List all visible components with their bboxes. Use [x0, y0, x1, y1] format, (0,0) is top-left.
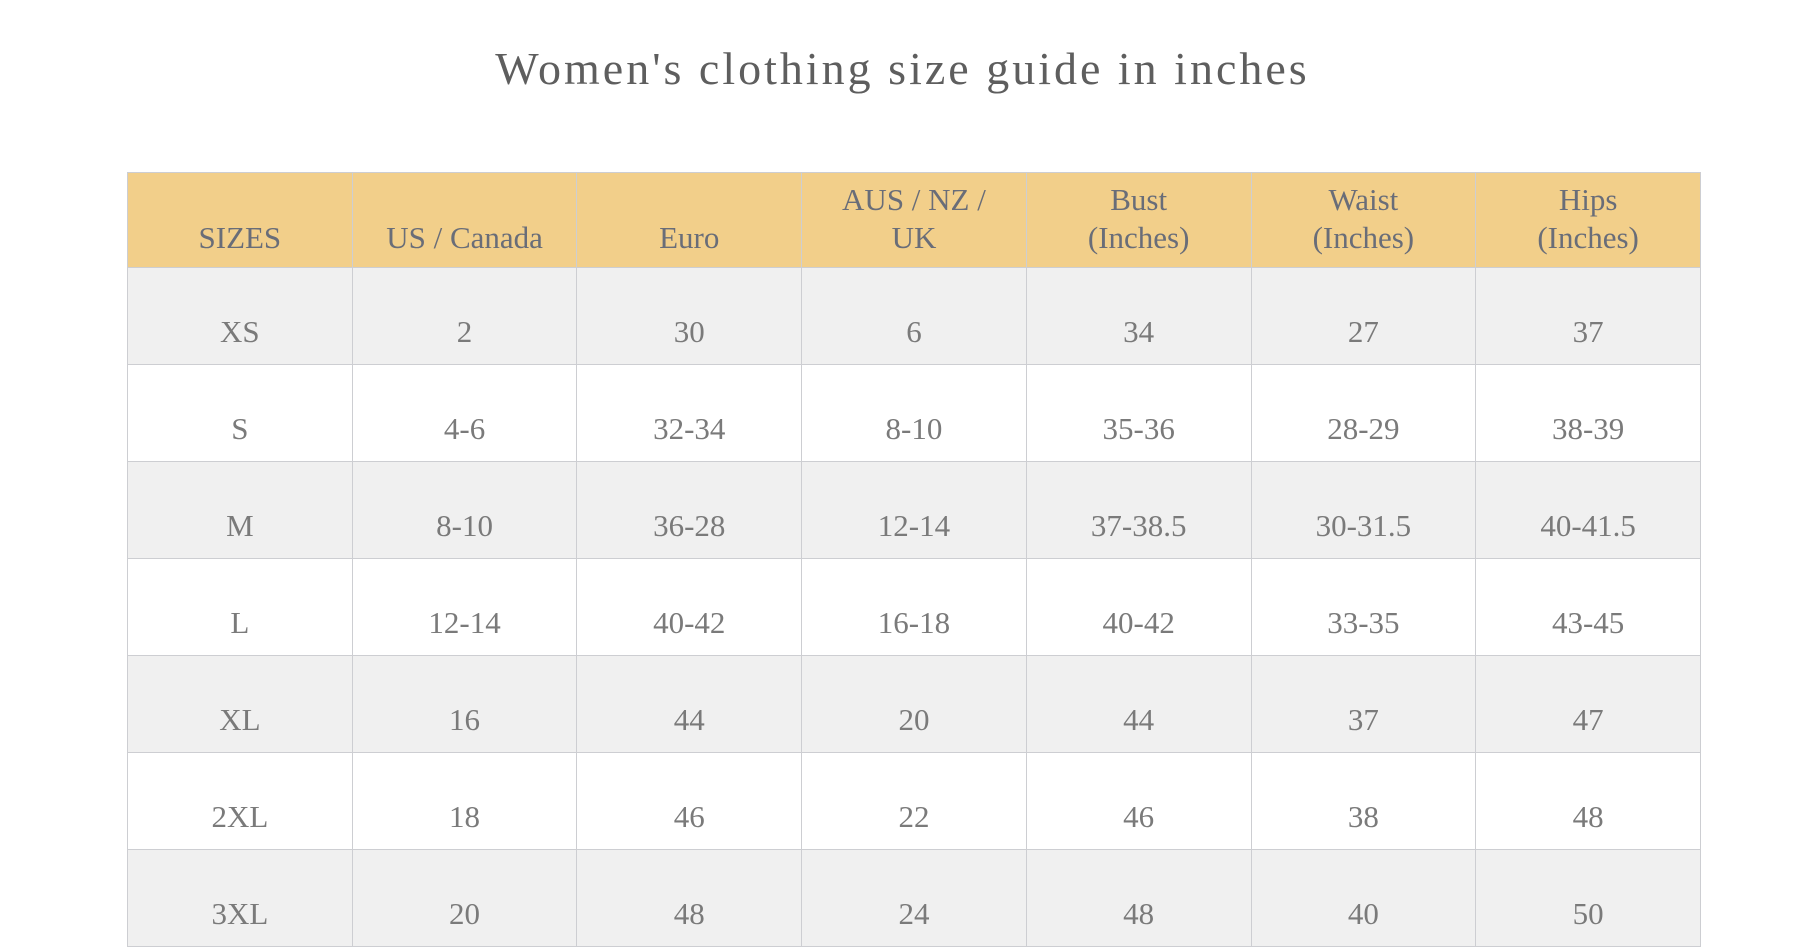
table-row-l: L 12-14 40-42 16-18 40-42 33-35 43-45	[127, 558, 1701, 656]
table-cell: 22	[801, 752, 1027, 850]
table-cell: 48	[1475, 752, 1701, 850]
table-row-2xl: 2XL 18 46 22 46 38 48	[127, 752, 1701, 850]
header-row: SIZES US / Canada Euro AUS / NZ / UK Bus…	[127, 172, 1701, 268]
size-guide-table: SIZES US / Canada Euro AUS / NZ / UK Bus…	[127, 172, 1701, 947]
table-cell: 8-10	[351, 461, 578, 559]
table-cell: 27	[1250, 267, 1477, 365]
table-cell: 30-31.5	[1250, 461, 1477, 559]
column-header-euro: Euro	[576, 172, 803, 268]
table-cell: 38	[1250, 752, 1477, 850]
table-cell: 37-38.5	[1025, 461, 1252, 559]
table-cell: 38-39	[1475, 364, 1701, 462]
table-cell: 46	[1025, 752, 1252, 850]
table-cell: 40-42	[1025, 558, 1252, 656]
header-line: (Inches)	[1312, 220, 1415, 255]
table-cell: 43-45	[1475, 558, 1701, 656]
table-cell: 18	[351, 752, 578, 850]
table-cell: 32-34	[576, 364, 803, 462]
header-line: Euro	[659, 220, 720, 255]
column-header-aus-nz-uk: AUS / NZ / UK	[801, 172, 1027, 268]
table-cell: 8-10	[801, 364, 1027, 462]
header-line: UK	[891, 220, 937, 255]
table-cell: 12-14	[801, 461, 1027, 559]
table-cell: 12-14	[351, 558, 578, 656]
table-cell: 36-28	[576, 461, 803, 559]
table-row-xl: XL 16 44 20 44 37 47	[127, 655, 1701, 753]
table-cell: 48	[576, 849, 803, 947]
table-cell: 6	[801, 267, 1027, 365]
header-line: AUS / NZ /	[842, 182, 986, 217]
table-cell: 46	[576, 752, 803, 850]
column-header-bust: Bust (Inches)	[1025, 172, 1252, 268]
table-cell: 30	[576, 267, 803, 365]
table-cell: 37	[1475, 267, 1701, 365]
table-cell: 16	[351, 655, 578, 753]
table-cell: 4-6	[351, 364, 578, 462]
table-cell: 44	[576, 655, 803, 753]
header-line: Hips	[1558, 182, 1618, 217]
table-cell: 28-29	[1250, 364, 1477, 462]
table-row-3xl: 3XL 20 48 24 48 40 50	[127, 849, 1701, 947]
table-cell: 24	[801, 849, 1027, 947]
size-label-cell: 2XL	[127, 752, 353, 850]
column-header-sizes: SIZES	[127, 172, 353, 268]
size-label-cell: XS	[127, 267, 353, 365]
table-row-m: M 8-10 36-28 12-14 37-38.5 30-31.5 40-41…	[127, 461, 1701, 559]
header-line: Waist	[1328, 182, 1399, 217]
table-cell: 20	[351, 849, 578, 947]
page-title: Women's clothing size guide in inches	[495, 43, 1310, 94]
column-header-us-canada: US / Canada	[351, 172, 578, 268]
header-line: (Inches)	[1087, 220, 1190, 255]
table-cell: 34	[1025, 267, 1252, 365]
table-cell: 44	[1025, 655, 1252, 753]
table-cell: 20	[801, 655, 1027, 753]
header-line: SIZES	[198, 220, 282, 255]
column-header-waist: Waist (Inches)	[1250, 172, 1477, 268]
table-row-xs: XS 2 30 6 34 27 37	[127, 267, 1701, 365]
size-label-cell: M	[127, 461, 353, 559]
column-header-hips: Hips (Inches)	[1475, 172, 1701, 268]
table-cell: 47	[1475, 655, 1701, 753]
table-row-s: S 4-6 32-34 8-10 35-36 28-29 38-39	[127, 364, 1701, 462]
header-line: US / Canada	[386, 220, 543, 255]
table-cell: 40-42	[576, 558, 803, 656]
size-label-cell: XL	[127, 655, 353, 753]
table-cell: 40	[1250, 849, 1477, 947]
table-cell: 50	[1475, 849, 1701, 947]
table-cell: 16-18	[801, 558, 1027, 656]
table-cell: 2	[351, 267, 578, 365]
table-cell: 33-35	[1250, 558, 1477, 656]
size-label-cell: 3XL	[127, 849, 353, 947]
table-cell: 48	[1025, 849, 1252, 947]
table-cell: 40-41.5	[1475, 461, 1701, 559]
header-line: Bust	[1110, 182, 1168, 217]
size-label-cell: S	[127, 364, 353, 462]
size-label-cell: L	[127, 558, 353, 656]
table-cell: 37	[1250, 655, 1477, 753]
header-line: (Inches)	[1537, 220, 1639, 255]
table-cell: 35-36	[1025, 364, 1252, 462]
